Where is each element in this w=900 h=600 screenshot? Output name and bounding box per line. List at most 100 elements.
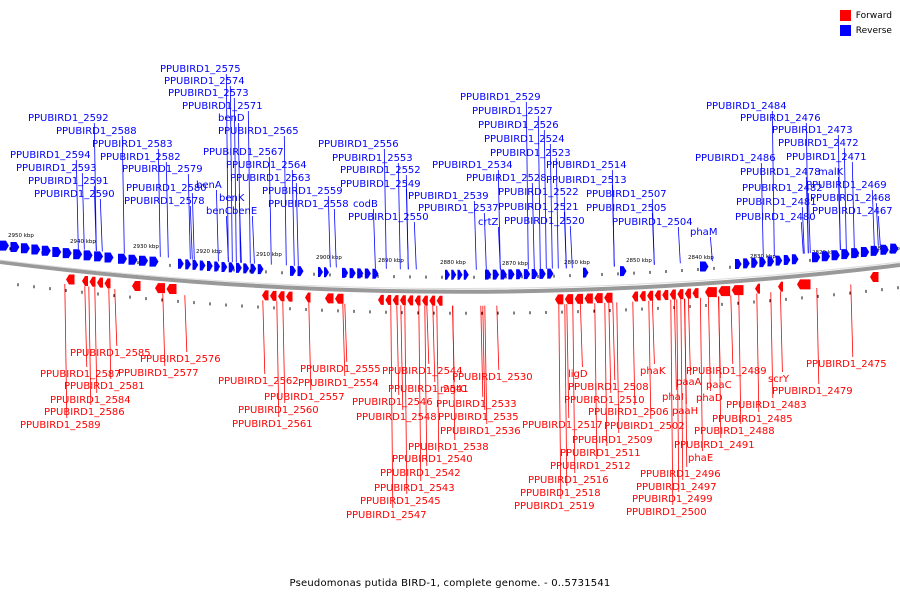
forward-gene: [97, 277, 103, 288]
reverse-gene: [290, 265, 296, 276]
reverse-leader-line: [291, 169, 295, 266]
forward-gene-label: PPUBIRD1_2506: [588, 407, 669, 418]
reverse-leader-line: [295, 182, 299, 266]
reverse-gene: [851, 248, 860, 259]
reverse-leader-line: [252, 215, 255, 264]
forward-gene-label: PPUBIRD1_2584: [50, 395, 131, 406]
tick-label: 2910 kbp: [256, 252, 282, 258]
forward-gene: [155, 283, 165, 294]
forward-gene-label: PPUBIRD1_2511: [560, 448, 641, 459]
forward-gene: [654, 290, 661, 301]
forward-leader-line: [88, 286, 92, 406]
reverse-gene-label: PPUBIRD1_2574: [164, 76, 245, 87]
forward-leader-line: [604, 302, 608, 447]
forward-gene-label: PPUBIRD1_2489: [686, 366, 767, 377]
forward-leader-line: [432, 305, 436, 383]
reverse-gene-label: PPUBIRD1_2468: [810, 193, 891, 204]
forward-gene-label: PPUBIRD1_2546: [352, 397, 433, 408]
reverse-gene: [324, 267, 329, 278]
forward-gene-label: PPUBIRD1_2544: [382, 366, 463, 377]
reverse-gene: [492, 269, 500, 280]
forward-leader-line: [480, 305, 484, 398]
forward-leader-line: [308, 302, 312, 391]
forward-leader-line: [276, 301, 280, 418]
forward-leader-line: [558, 304, 562, 500]
forward-leader-line: [756, 293, 760, 413]
forward-gene: [82, 276, 88, 287]
forward-gene: [705, 287, 717, 298]
reverse-gene-label: PPUBIRD1_2482: [742, 183, 823, 194]
forward-gene-label: PPUBIRD1_2542: [380, 468, 461, 479]
forward-gene-label: PPUBIRD1_2587: [40, 369, 121, 380]
reverse-leader-line: [189, 205, 193, 260]
reverse-gene: [199, 260, 206, 271]
forward-gene-label: PPUBIRD1_2519: [514, 501, 595, 512]
reverse-gene: [20, 243, 30, 254]
reverse-leader-line: [801, 206, 805, 254]
reverse-gene: [185, 259, 191, 270]
forward-gene: [132, 281, 141, 292]
reverse-leader-line: [239, 202, 242, 263]
forward-gene: [278, 291, 285, 302]
tick-label: 2870 kbp: [502, 261, 528, 267]
reverse-gene: [767, 256, 775, 267]
reverse-gene-label: benC: [206, 206, 232, 217]
reverse-gene: [539, 268, 546, 279]
reverse-gene-label: PPUBIRD1_2472: [778, 138, 859, 149]
forward-gene: [400, 295, 406, 306]
forward-gene: [66, 274, 75, 285]
reverse-gene-label: PPUBIRD1_2505: [586, 203, 667, 214]
reverse-gene: [178, 258, 184, 269]
forward-gene: [422, 295, 428, 306]
reverse-gene: [149, 256, 159, 267]
forward-leader-line: [572, 303, 576, 474]
reverse-gene-label: benA: [196, 180, 222, 191]
forward-leader-line: [676, 299, 680, 493]
forward-gene-label: scrY: [768, 374, 790, 385]
forward-gene: [429, 295, 436, 306]
reverse-gene-label: PPUBIRD1_2578: [124, 196, 205, 207]
forward-leader-line: [184, 295, 188, 353]
reverse-gene-label: PPUBIRD1_2522: [498, 187, 579, 198]
reverse-gene-label: PPUBIRD1_2476: [740, 113, 821, 124]
forward-leader-line: [390, 305, 394, 509]
reverse-gene: [890, 243, 899, 254]
tick-label: 2900 kbp: [316, 255, 342, 261]
reverse-leader-line: [373, 208, 376, 269]
forward-gene: [647, 290, 654, 301]
forward-gene-label: ligD: [568, 369, 588, 380]
reverse-gene: [214, 261, 220, 272]
forward-gene: [286, 291, 293, 302]
reverse-gene: [445, 269, 450, 280]
reverse-leader-line: [843, 147, 847, 250]
forward-gene: [662, 289, 669, 300]
reverse-gene: [759, 257, 766, 268]
reverse-gene: [243, 263, 249, 274]
forward-gene: [104, 278, 111, 289]
forward-leader-line: [84, 286, 88, 368]
reverse-leader-line: [333, 208, 337, 268]
forward-leader-line: [648, 300, 652, 420]
forward-leader-line: [94, 287, 98, 394]
forward-gene-label: PPUBIRD1_2512: [550, 461, 631, 472]
reverse-gene: [531, 269, 538, 280]
reverse-leader-line: [875, 202, 879, 246]
forward-gene: [594, 293, 603, 304]
forward-gene-label: PPUBIRD1_2581: [64, 381, 145, 392]
forward-leader-line: [452, 305, 456, 441]
forward-leader-line: [482, 305, 486, 411]
reverse-gene: [783, 254, 791, 265]
reverse-leader-line: [187, 173, 191, 260]
forward-gene-label: PPUBIRD1_2488: [694, 426, 775, 437]
reverse-gene-label: PPUBIRD1_2480: [735, 212, 816, 223]
forward-gene: [755, 283, 760, 294]
forward-leader-line: [594, 303, 598, 460]
forward-gene-label: PPUBIRD1_2491: [674, 440, 755, 451]
reverse-gene-label: PPUBIRD1_2523: [490, 148, 571, 159]
forward-gene-label: PPUBIRD1_2589: [20, 420, 101, 431]
forward-gene: [378, 294, 384, 305]
forward-leader-line: [850, 284, 854, 358]
forward-gene: [262, 290, 269, 301]
legend-label-reverse: Reverse: [855, 25, 892, 36]
forward-leader-line: [566, 304, 570, 419]
